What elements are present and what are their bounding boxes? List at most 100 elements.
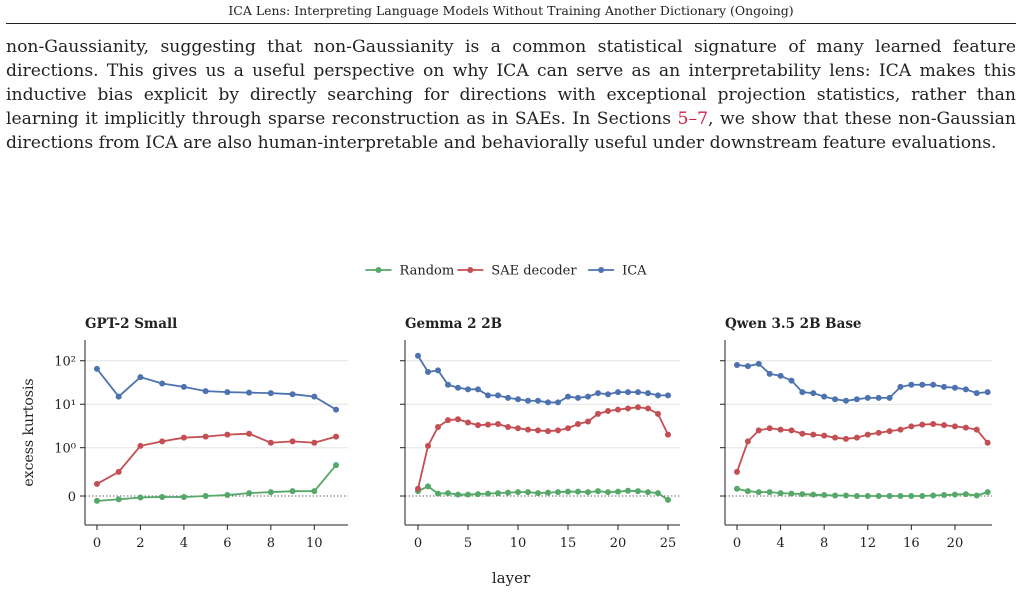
x-tick-label: 4 [180, 536, 188, 551]
point [180, 493, 187, 500]
section-link[interactable]: 5–7 [677, 109, 709, 129]
point [246, 490, 253, 497]
point [832, 434, 839, 441]
point [435, 490, 441, 497]
point [744, 363, 751, 370]
point [425, 442, 431, 449]
point [585, 489, 591, 496]
point [525, 489, 531, 496]
point [615, 488, 621, 495]
point [455, 384, 461, 391]
point [485, 490, 491, 497]
point [875, 493, 882, 500]
point [744, 438, 751, 445]
point [545, 399, 551, 406]
point [962, 424, 969, 431]
x-tick-label: 2 [136, 536, 144, 551]
point [897, 426, 904, 433]
point [224, 389, 231, 396]
text: , we show that these non-Gaussian direct… [6, 109, 1016, 153]
y-tick-label: 10⁰ [54, 442, 76, 457]
point [515, 396, 521, 403]
legend-marker [598, 267, 605, 273]
point [495, 421, 501, 428]
point [93, 365, 100, 372]
point [777, 426, 784, 433]
point [137, 374, 144, 381]
point [415, 485, 421, 492]
point [202, 388, 209, 395]
legend-label: ICA [622, 264, 647, 279]
point [425, 483, 431, 490]
point [930, 421, 937, 428]
point [941, 383, 948, 390]
point [919, 493, 926, 500]
x-tick-label: 0 [93, 536, 101, 551]
chart-title: Gemma 2 2B [405, 316, 502, 332]
x-axis-label: layer [492, 569, 531, 587]
point [625, 405, 631, 412]
point [733, 361, 740, 368]
point [951, 423, 958, 430]
point [951, 491, 958, 498]
point [595, 410, 601, 417]
point [115, 496, 122, 503]
point [333, 406, 340, 413]
point [908, 493, 915, 500]
point [766, 370, 773, 377]
point [545, 489, 551, 496]
point [941, 492, 948, 499]
point [853, 493, 860, 500]
point [919, 421, 926, 428]
point [585, 418, 591, 425]
point [777, 372, 784, 379]
point [897, 493, 904, 500]
x-tick-label: 8 [820, 536, 828, 551]
x-tick-label: 0 [414, 536, 422, 551]
point [445, 381, 451, 388]
point [973, 492, 980, 499]
point [853, 434, 860, 441]
point [159, 438, 166, 445]
point [202, 433, 209, 440]
point [555, 399, 561, 406]
x-tick-label: 4 [776, 536, 784, 551]
point [505, 423, 511, 430]
point [605, 391, 611, 398]
x-tick-label: 5 [464, 536, 472, 551]
point [485, 392, 491, 399]
point [733, 468, 740, 475]
series-line [417, 355, 668, 404]
point [864, 493, 871, 500]
point [755, 489, 762, 496]
point [886, 394, 893, 401]
point [973, 426, 980, 433]
point [137, 442, 144, 449]
y-tick-label: 10² [54, 355, 76, 370]
y-tick-label: 10¹ [54, 398, 76, 413]
legend-label: Random [400, 264, 455, 279]
point [93, 497, 100, 504]
point [595, 390, 601, 397]
point [810, 431, 817, 438]
point [766, 425, 773, 432]
y-tick-label: 0 [68, 490, 76, 505]
point [645, 405, 651, 412]
point [799, 389, 806, 396]
point [842, 397, 849, 404]
point [555, 427, 561, 434]
point [635, 404, 641, 411]
x-tick-label: 12 [859, 536, 876, 551]
chart-title: GPT-2 Small [85, 316, 177, 332]
point [605, 407, 611, 414]
legend-marker [467, 267, 474, 273]
header-rule [6, 23, 1016, 24]
x-tick-label: 8 [267, 536, 275, 551]
point [311, 439, 318, 446]
point [788, 427, 795, 434]
point [973, 390, 980, 397]
point [475, 491, 481, 498]
point [635, 389, 641, 396]
y-axis-label: excess kurtosis [21, 378, 37, 486]
point [495, 392, 501, 399]
